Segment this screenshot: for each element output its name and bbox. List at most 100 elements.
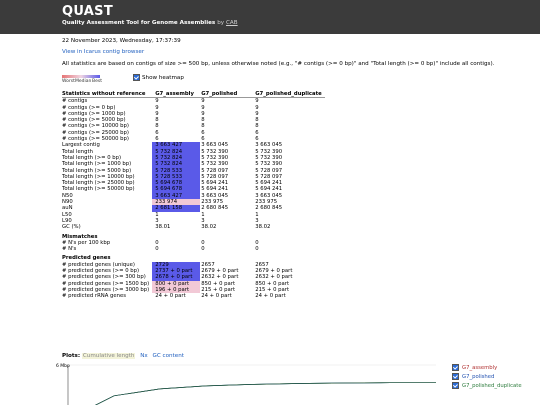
cell-value: 0 (201, 239, 205, 246)
plots-label: Plots: (62, 353, 81, 359)
stats-note: All statistics are based on contigs of s… (62, 61, 495, 67)
by-text: by (217, 20, 225, 26)
legend-item-g7-assembly[interactable]: G7_assembly (452, 363, 522, 372)
table-row: L50 1 1 1 (62, 212, 325, 218)
cell-value: 5 694 241 (255, 186, 283, 193)
app-subtitle: Quality Assessment Tool for Genome Assem… (62, 19, 540, 27)
show-heatmap-label: Show heatmap (142, 74, 184, 81)
cell-value: 5 694 241 (201, 180, 229, 187)
cell-value: 2632 + 0 part (255, 274, 293, 281)
table-row: Total length (>= 5000 bp) 5 728 533 5 728 … (62, 167, 325, 174)
cell-value: 1 (155, 211, 159, 218)
cell-value: 3 663 427 (152, 142, 201, 149)
cell-value: 2 680 845 (201, 205, 229, 212)
table-row: # predicted genes (>= 0 bp) 2737 + 0 part… (62, 268, 325, 275)
app-title: QUAST (62, 4, 113, 19)
cell-value: 2 681 158 (152, 205, 201, 212)
tab-cumulative-length[interactable]: Cumulative length (81, 353, 136, 359)
cell-value: 8 (155, 123, 159, 130)
cell-value: 24 + 0 part (201, 293, 232, 300)
table-row: # predicted genes (unique) 2729 2657 2657 (62, 261, 325, 269)
legend-label: G7_polished_duplicate (462, 382, 522, 389)
heatmap-best-label: Best (92, 79, 102, 84)
row-label: Total length (>= 0 bp) (62, 154, 122, 161)
cell-value: 3 663 045 (201, 192, 229, 199)
tab-gc-content[interactable]: GC content (152, 353, 184, 359)
cell-value: 2729 (152, 261, 201, 269)
cell-value: 24 + 0 part (155, 293, 186, 300)
cell-value: 9 (201, 104, 205, 111)
table-row: # contigs (>= 1000 bp) 9 9 9 (62, 111, 325, 117)
checkbox-icon[interactable] (133, 74, 140, 81)
cell-value: 6 (255, 129, 259, 136)
cell-value: 9 (255, 104, 259, 111)
cell-value: 8 (155, 117, 159, 124)
cell-value: 8 (201, 117, 205, 124)
table-row: # N's per 100 kbp 0 0 0 (62, 240, 325, 246)
row-label: Statistics without reference (62, 91, 153, 99)
table-row: # contigs (>= 25000 bp) 6 6 6 (62, 130, 325, 136)
cell-value: 1 (255, 211, 259, 218)
cell-value: 9 (201, 110, 205, 117)
cell-value: 9 (201, 98, 205, 105)
cell-value: 215 + 0 part (201, 286, 236, 293)
icarus-link[interactable]: View in Icarus contig browser (62, 49, 145, 55)
cell-value: 9 (155, 110, 159, 117)
row-label: auN (62, 205, 73, 212)
cell-value: G7_polished_duplicate (254, 91, 325, 99)
table-row: Total length (>= 50000 bp) 5 694 678 5 694… (62, 186, 325, 193)
row-label: L50 (62, 211, 72, 218)
cell-value: 38.01 (155, 224, 171, 231)
table-row: # contigs (>= 10000 bp) 8 8 8 (62, 123, 325, 129)
table-row: # predicted rRNA genes 24 + 0 part 24 + 0 … (62, 293, 325, 299)
cell-value: 24 + 0 part (255, 293, 286, 300)
cell-value: 5 728 533 (152, 173, 201, 181)
row-label: # contigs (>= 25000 bp) (62, 129, 129, 136)
cell-value (152, 231, 200, 240)
cell-value: 5 694 241 (255, 180, 283, 187)
cell-value: 2657 (201, 261, 215, 268)
row-label: Total length (>= 25000 bp) (62, 180, 135, 187)
checkbox-icon[interactable] (452, 382, 459, 389)
cell-value: 6 (201, 136, 205, 143)
legend-item-g7-polished-duplicate[interactable]: G7_polished_duplicate (452, 381, 522, 390)
checkbox-icon[interactable] (452, 373, 459, 380)
row-label: # predicted genes (>= 300 bp) (62, 274, 146, 281)
cell-value: 6 (255, 136, 259, 143)
section-row: Mismatches (62, 231, 325, 240)
series-line-g7-polished-duplicate (94, 382, 436, 405)
legend-item-g7-polished[interactable]: G7_polished (452, 372, 522, 381)
row-label: Total length (>= 5000 bp) (62, 167, 132, 174)
plots-selector: Plots: Cumulative length Nx GC content (62, 353, 184, 359)
cell-value: 2679 + 0 part (201, 268, 239, 275)
row-label: L90 (62, 217, 72, 224)
cell-value: 3 663 427 (152, 192, 201, 200)
cell-value: 8 (255, 117, 259, 124)
cell-value: 233 974 (152, 199, 201, 206)
cell-value: 3 (155, 217, 159, 224)
table-row: # predicted genes (>= 300 bp) 2678 + 0 pa… (62, 274, 325, 281)
heatmap-worst-label: Worst (62, 79, 75, 84)
table-row: # contigs (>= 5000 bp) 8 8 8 (62, 117, 325, 123)
series-line-g7-polished (94, 382, 436, 405)
cell-value: 3 663 045 (255, 192, 283, 199)
row-label: N50 (62, 192, 73, 199)
y-tick-label: 6 Mbp (56, 363, 70, 369)
cell-value: 0 (255, 239, 259, 246)
show-heatmap-toggle[interactable]: Show heatmap (133, 74, 184, 81)
cell-value: 215 + 0 part (255, 286, 290, 293)
checkbox-icon[interactable] (452, 364, 459, 371)
table-row: Total length 5 732 824 5 732 390 5 732 390 (62, 148, 325, 155)
tab-nx[interactable]: Nx (140, 353, 148, 359)
cab-link[interactable]: CAB (226, 20, 238, 26)
table-row: # contigs 9 9 9 (62, 98, 325, 105)
cell-value (254, 252, 325, 261)
cell-value: 9 (155, 98, 159, 105)
row-label: # contigs (>= 10000 bp) (62, 123, 129, 130)
row-label: Total length (62, 148, 93, 155)
row-label: GC (%) (62, 224, 81, 231)
table-row: # N's 0 0 0 (62, 246, 325, 252)
row-label: Largest contig (62, 142, 100, 149)
row-label: # contigs (62, 98, 88, 105)
cell-value: 5 732 390 (255, 161, 283, 168)
